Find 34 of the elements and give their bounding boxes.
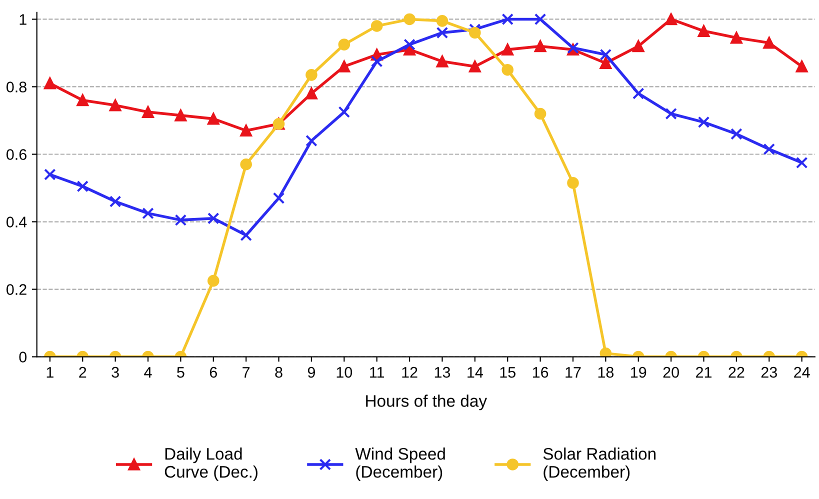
x-tick-label: 15 bbox=[500, 367, 516, 378]
y-tick-label: 0.4 bbox=[6, 216, 27, 228]
x-tick-label: 10 bbox=[336, 366, 352, 378]
x-tick-label: 19 bbox=[631, 366, 646, 378]
legend-label: Wind Speed (December) bbox=[355, 448, 445, 482]
x-tick-label: 21 bbox=[696, 366, 712, 378]
x-tick-label: 9 bbox=[308, 366, 315, 378]
y-tick-label: 0.8 bbox=[6, 82, 26, 92]
x-tick-label: 8 bbox=[275, 366, 282, 378]
x-tick-label: 3 bbox=[112, 366, 119, 378]
x-tick-label: 6 bbox=[210, 366, 217, 378]
x-tick-label: 22 bbox=[728, 366, 744, 378]
x-tick-label: 20 bbox=[663, 366, 679, 378]
legend-label: Solar Radiation (December) bbox=[543, 448, 656, 482]
legend-label: Daily Load Curve (Dec.) bbox=[164, 448, 258, 482]
x-tick-label: 5 bbox=[177, 367, 184, 378]
y-tick-label: 1 bbox=[20, 14, 26, 25]
y-tick-label: 0 bbox=[19, 352, 27, 362]
x-tick-label: 12 bbox=[402, 366, 418, 378]
x-tick-label: 17 bbox=[566, 367, 581, 378]
y-tick-label: 0.2 bbox=[6, 284, 26, 295]
x-tick-label: 13 bbox=[434, 366, 450, 378]
x-tick-label: 16 bbox=[532, 366, 548, 378]
x-axis-title: Hours of the day bbox=[366, 394, 487, 410]
x-tick-label: 18 bbox=[598, 366, 614, 378]
x-tick-label: 24 bbox=[794, 366, 810, 378]
x-tick-label: 4 bbox=[144, 367, 152, 378]
x-tick-label: 23 bbox=[761, 366, 777, 378]
x-tick-label: 7 bbox=[242, 367, 250, 378]
y-tick-label: 0.6 bbox=[6, 149, 26, 160]
x-tick-label: 14 bbox=[468, 367, 483, 378]
x-tick-label: 1 bbox=[46, 367, 54, 378]
x-tick-label: 11 bbox=[370, 367, 384, 378]
x-tick-label: 2 bbox=[79, 366, 86, 378]
